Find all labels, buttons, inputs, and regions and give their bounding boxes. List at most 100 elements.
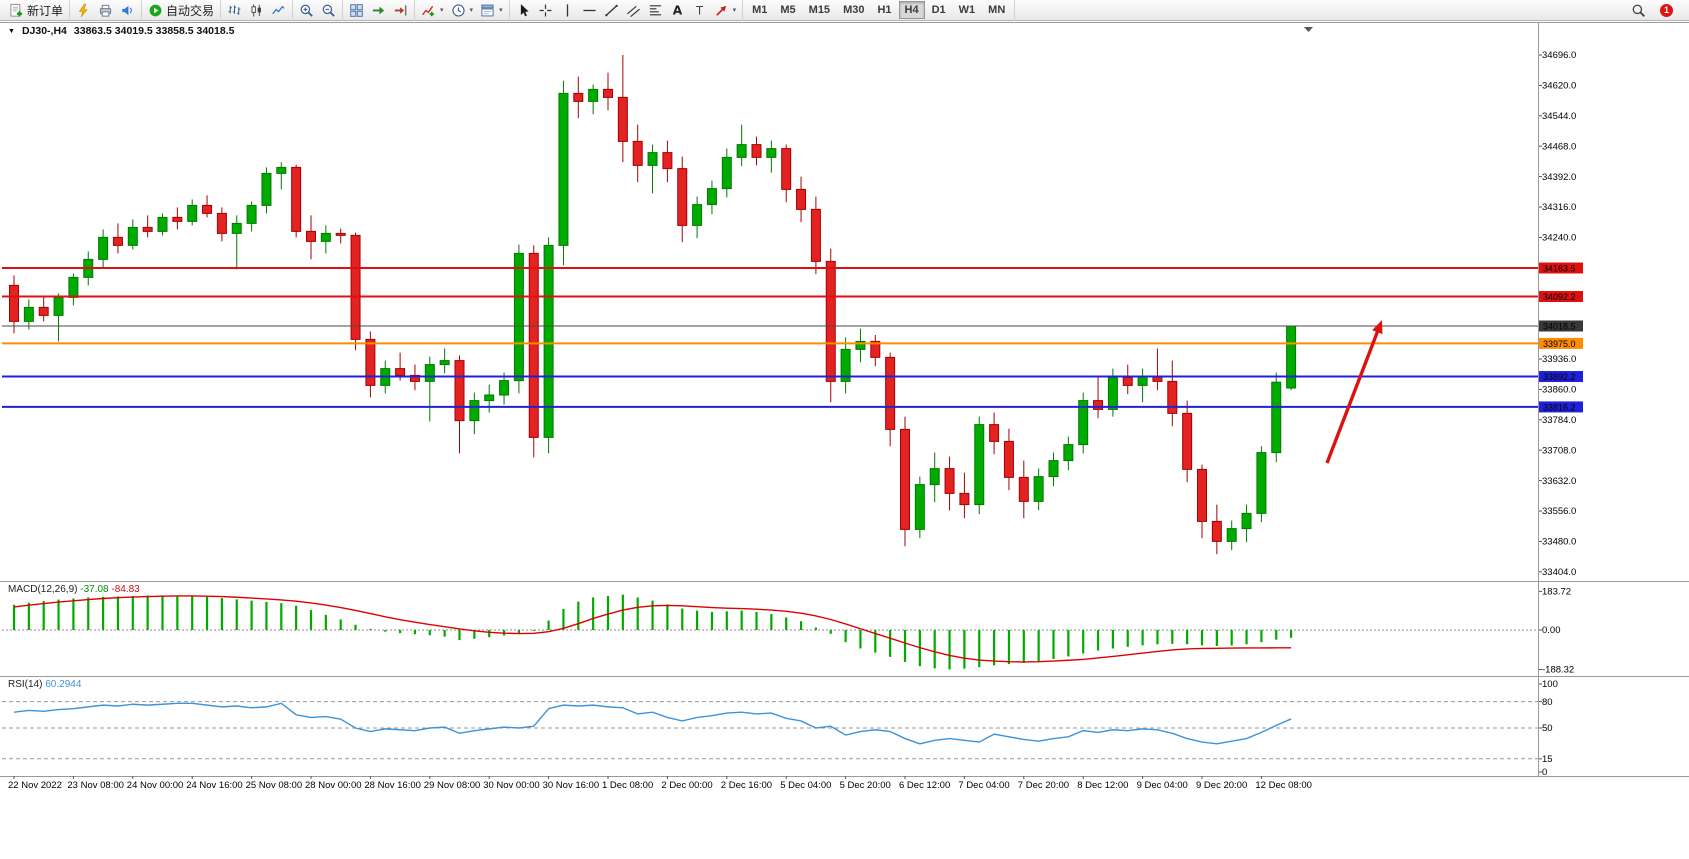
candle-body: [974, 424, 985, 506]
timeframe-mn-button[interactable]: MN: [982, 1, 1011, 19]
print-button[interactable]: [95, 1, 116, 20]
indicators-button[interactable]: ▾: [418, 1, 447, 20]
price-axis-label: 33480.0: [1542, 537, 1576, 548]
auto-scroll-button[interactable]: [368, 1, 389, 20]
zoom-in-button[interactable]: [296, 1, 317, 20]
candle-body: [320, 232, 331, 242]
notifications-button[interactable]: 1: [1657, 1, 1676, 20]
tile-windows-button[interactable]: [346, 1, 367, 20]
chart-shift-button[interactable]: [390, 1, 411, 20]
candle-body: [439, 360, 450, 366]
timeframe-m30-button[interactable]: M30: [837, 1, 870, 19]
time-axis-label: 28 Nov 16:00: [364, 780, 421, 791]
candle-body: [944, 468, 955, 494]
print-icon: [98, 3, 113, 18]
bar-chart-button[interactable]: [224, 1, 245, 20]
rsi-scale-label: 50: [1542, 723, 1553, 734]
time-axis-label: 24 Nov 00:00: [127, 780, 184, 791]
candle-body: [231, 222, 242, 234]
price-axis-label: 34696.0: [1542, 50, 1576, 61]
trendline-button[interactable]: [601, 1, 622, 20]
svg-text:T: T: [695, 4, 703, 17]
timeframe-w1-button[interactable]: W1: [953, 1, 982, 19]
trend-arrow-annotation[interactable]: [1325, 320, 1383, 464]
candle-body: [840, 348, 851, 382]
macd-scale-label: -188.32: [1542, 665, 1574, 676]
candle-body: [528, 252, 539, 438]
time-axis-label: 30 Nov 16:00: [543, 780, 600, 791]
time-axis-label: 12 Dec 08:00: [1255, 780, 1312, 791]
timeframe-h4-button[interactable]: H4: [898, 1, 925, 19]
timeframe-d1-button[interactable]: D1: [926, 1, 952, 19]
search-button[interactable]: [1628, 1, 1649, 20]
chart-shift-icon: [393, 3, 408, 18]
market-depth-button[interactable]: [73, 1, 94, 20]
price-tag-label: 33975.0: [1543, 339, 1576, 349]
candle-body: [499, 380, 510, 396]
fibo-icon: [648, 3, 663, 18]
candle-body: [350, 234, 361, 340]
time-axis-label: 8 Dec 12:00: [1077, 780, 1128, 791]
toolbar-right: 1: [1628, 1, 1686, 20]
candle-body: [246, 204, 257, 224]
rsi-line: [13, 702, 1292, 745]
candle-body: [1063, 444, 1074, 462]
scroll-to-end-marker-icon[interactable]: [1304, 27, 1313, 32]
candle-body: [781, 148, 792, 190]
templates-button[interactable]: ▾: [477, 1, 506, 20]
timeframe-m5-button[interactable]: M5: [774, 1, 801, 19]
periods-button[interactable]: ▾: [448, 1, 477, 20]
price-axis: 34696.0 34620.0 34544.0 34468.0 34392.0 34316…: [1539, 50, 1583, 578]
candle-body: [469, 400, 480, 422]
candle-body: [276, 166, 287, 174]
candle-body: [1078, 400, 1089, 446]
sound-button[interactable]: [117, 1, 138, 20]
candle-body: [1137, 376, 1148, 386]
candle-body: [751, 144, 762, 158]
candle-body: [409, 374, 420, 382]
time-axis-label: 6 Dec 12:00: [899, 780, 950, 791]
candle-body: [543, 244, 554, 438]
candle-body: [647, 152, 658, 166]
price-tag: [1539, 337, 1583, 349]
vertical-line-button[interactable]: [557, 1, 578, 20]
horizontal-line-button[interactable]: [579, 1, 600, 20]
candle-body: [588, 88, 599, 102]
ohlc-values-label: 33863.5 34019.5 33858.5 34018.5: [73, 25, 235, 37]
timeframe-h1-button[interactable]: H1: [871, 1, 897, 19]
rsi-scale-label: 80: [1542, 697, 1553, 708]
candle-body: [1256, 452, 1267, 514]
candle-body: [736, 144, 747, 158]
cursor-button[interactable]: [513, 1, 534, 20]
time-axis-label: 9 Dec 04:00: [1137, 780, 1188, 791]
candle-chart-button[interactable]: [246, 1, 267, 20]
zoom-in-icon: [299, 3, 314, 18]
zoom-out-button[interactable]: [318, 1, 339, 20]
macd-indicator-label: MACD(12,26,9) -37.08 -84.83: [8, 584, 140, 595]
line-chart-button[interactable]: [268, 1, 289, 20]
price-axis-label: 34620.0: [1542, 81, 1576, 92]
label-button[interactable]: T: [689, 1, 710, 20]
autotrade-button[interactable]: 自动交易: [145, 1, 217, 20]
fibonacci-button[interactable]: [645, 1, 666, 20]
toolbar: 新订单 自动交易 ▾ ▾ ▾ A T ▾ M1 M5 M15 M30 H1 H4 D1 W1 MN 1: [0, 0, 1689, 21]
channel-button[interactable]: [623, 1, 644, 20]
arrow-objects-button[interactable]: ▾: [711, 1, 740, 20]
time-axis-label: 28 Nov 00:00: [305, 780, 362, 791]
order-group: 新订单: [3, 0, 71, 21]
timeframe-m15-button[interactable]: M15: [803, 1, 836, 19]
candle-body: [1167, 380, 1178, 414]
timeframe-m1-button[interactable]: M1: [746, 1, 773, 19]
macd-scale-label: 183.72: [1542, 587, 1571, 598]
text-button[interactable]: A: [667, 1, 688, 20]
new-order-button[interactable]: 新订单: [6, 1, 66, 20]
candle-body: [216, 212, 227, 234]
candle-body: [1003, 440, 1014, 478]
chart-bars-icon: [227, 3, 242, 18]
one-click-trading-arrow-icon[interactable]: ▼: [8, 27, 15, 35]
crosshair-button[interactable]: [535, 1, 556, 20]
window-group: [343, 0, 416, 21]
candle-body: [98, 236, 109, 260]
